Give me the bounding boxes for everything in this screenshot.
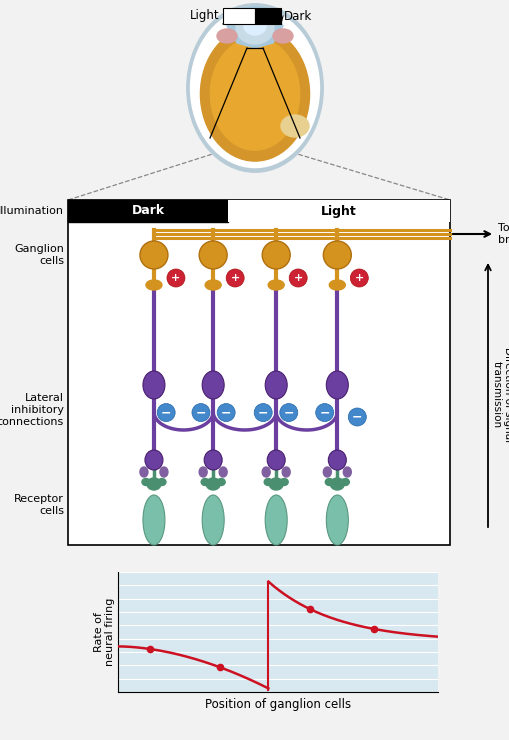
Ellipse shape <box>201 479 209 485</box>
Bar <box>68 200 228 222</box>
Text: +: + <box>230 273 239 283</box>
Text: +: + <box>293 273 302 283</box>
Ellipse shape <box>158 479 165 485</box>
Text: −: − <box>258 406 268 419</box>
Ellipse shape <box>147 478 161 490</box>
Ellipse shape <box>323 467 331 477</box>
Ellipse shape <box>219 467 227 477</box>
Ellipse shape <box>202 495 224 545</box>
Ellipse shape <box>190 8 319 167</box>
Ellipse shape <box>341 479 349 485</box>
Text: Dark: Dark <box>284 10 312 22</box>
Y-axis label: Rate of
neural firing: Rate of neural firing <box>94 598 115 666</box>
Text: To
brain: To brain <box>497 223 509 245</box>
X-axis label: Position of ganglion cells: Position of ganglion cells <box>205 698 350 710</box>
Ellipse shape <box>264 479 272 485</box>
Bar <box>222 8 254 24</box>
Circle shape <box>279 403 297 422</box>
Text: Receptor
cells: Receptor cells <box>14 494 64 516</box>
Ellipse shape <box>265 371 287 399</box>
Text: Dark: Dark <box>131 204 164 218</box>
Ellipse shape <box>265 495 287 545</box>
Circle shape <box>217 403 235 422</box>
Ellipse shape <box>279 479 288 485</box>
Bar <box>68 200 449 545</box>
Ellipse shape <box>217 479 224 485</box>
Circle shape <box>225 269 244 287</box>
Circle shape <box>166 269 185 287</box>
Circle shape <box>139 241 167 269</box>
Ellipse shape <box>280 115 308 137</box>
Circle shape <box>199 241 227 269</box>
Ellipse shape <box>326 495 348 545</box>
Circle shape <box>157 403 175 422</box>
Ellipse shape <box>143 495 164 545</box>
Ellipse shape <box>206 478 220 490</box>
Ellipse shape <box>205 280 221 290</box>
Text: Light: Light <box>190 10 219 22</box>
Ellipse shape <box>269 478 282 490</box>
Ellipse shape <box>281 467 290 477</box>
Text: −: − <box>160 406 171 419</box>
Ellipse shape <box>186 4 323 172</box>
Text: −: − <box>351 411 362 423</box>
Ellipse shape <box>199 467 207 477</box>
Circle shape <box>262 241 290 269</box>
Circle shape <box>323 241 351 269</box>
Text: Light: Light <box>321 204 356 218</box>
Text: Illumination: Illumination <box>0 206 64 216</box>
Ellipse shape <box>328 450 346 470</box>
Ellipse shape <box>343 467 351 477</box>
Ellipse shape <box>267 450 285 470</box>
Ellipse shape <box>143 371 164 399</box>
Text: +: + <box>171 273 180 283</box>
Ellipse shape <box>326 371 348 399</box>
Circle shape <box>350 269 367 287</box>
Text: −: − <box>283 406 294 419</box>
Bar <box>228 200 449 222</box>
Polygon shape <box>227 6 282 48</box>
Circle shape <box>253 403 272 422</box>
Text: Direction of signal
transmission: Direction of signal transmission <box>490 348 509 443</box>
Circle shape <box>348 408 365 426</box>
Ellipse shape <box>204 450 222 470</box>
Text: −: − <box>319 406 329 419</box>
Text: −: − <box>195 406 206 419</box>
Circle shape <box>191 403 210 422</box>
Ellipse shape <box>145 450 163 470</box>
Ellipse shape <box>142 479 150 485</box>
Ellipse shape <box>202 371 224 399</box>
Bar <box>254 8 280 24</box>
Ellipse shape <box>200 27 309 161</box>
Text: Ganglion
cells: Ganglion cells <box>14 244 64 266</box>
Ellipse shape <box>210 38 299 150</box>
Circle shape <box>315 403 333 422</box>
Ellipse shape <box>160 467 167 477</box>
Text: Lateral
inhibitory
connections: Lateral inhibitory connections <box>0 394 64 426</box>
Text: +: + <box>354 273 363 283</box>
Ellipse shape <box>146 280 162 290</box>
Text: −: − <box>220 406 231 419</box>
Circle shape <box>289 269 306 287</box>
Ellipse shape <box>329 280 345 290</box>
Ellipse shape <box>236 12 273 44</box>
Ellipse shape <box>330 478 344 490</box>
Ellipse shape <box>216 29 237 43</box>
Ellipse shape <box>262 467 270 477</box>
Ellipse shape <box>139 467 148 477</box>
Ellipse shape <box>268 280 284 290</box>
Ellipse shape <box>325 479 333 485</box>
Ellipse shape <box>272 29 293 43</box>
Ellipse shape <box>243 17 266 35</box>
